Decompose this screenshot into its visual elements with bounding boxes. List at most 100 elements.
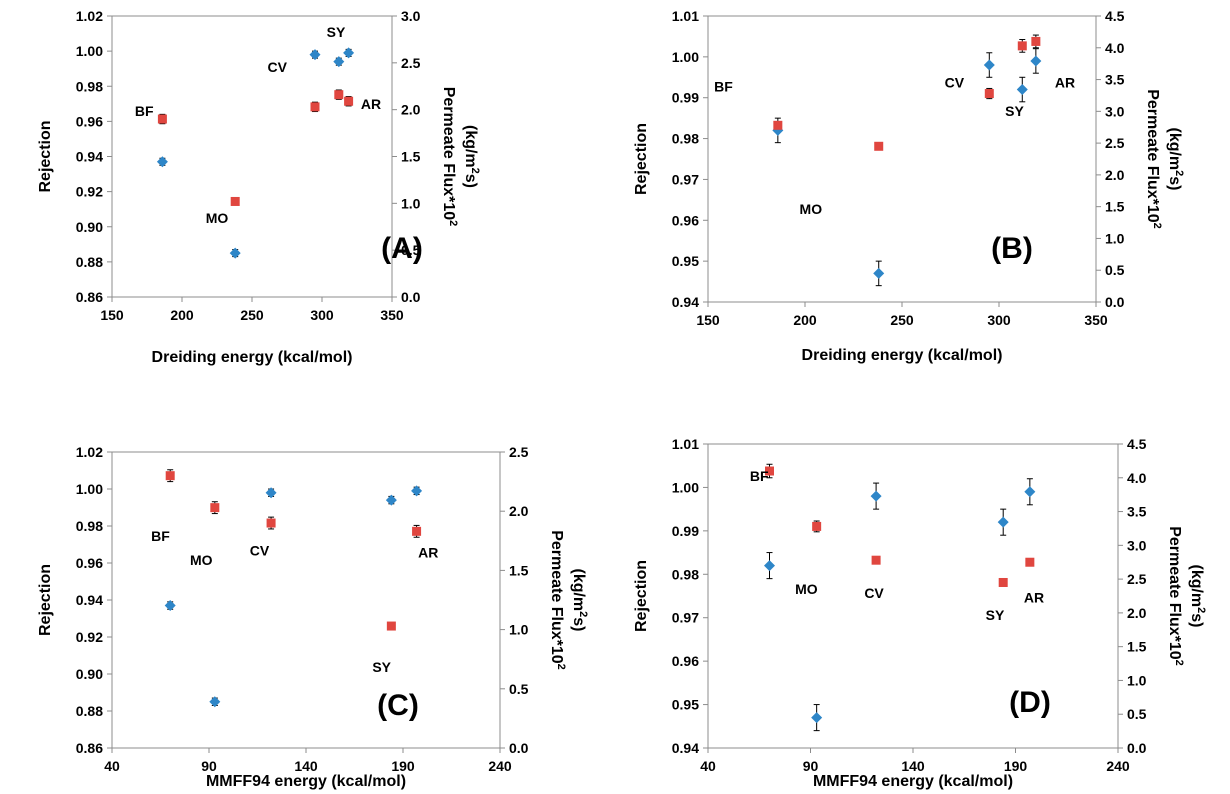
x-tick-label: 90	[803, 758, 819, 774]
y2-tick-label: 1.5	[401, 149, 421, 165]
flux-point	[412, 526, 422, 536]
x-axis-title: MMFF94 energy (kcal/mol)	[206, 773, 406, 790]
rejection-point	[265, 487, 277, 499]
flux-point	[1017, 41, 1027, 51]
y2-tick-label: 2.5	[509, 444, 529, 460]
rejection-point	[873, 267, 885, 279]
x-tick-label: 140	[294, 758, 318, 774]
flux-point	[230, 196, 240, 206]
flux-point	[266, 518, 276, 528]
y2-tick-label: 3.0	[1127, 537, 1147, 553]
point-annotation: CV	[250, 543, 270, 559]
y2-tick-label: 3.5	[1105, 72, 1125, 88]
y2-axis-title: Permeate Flux*102(kg/m2s)	[1144, 89, 1185, 229]
x-axis-title: Dreiding energy (kcal/mol)	[152, 349, 353, 366]
point-annotation: AR	[1024, 590, 1044, 606]
y-tick-label: 0.97	[672, 171, 699, 187]
point-annotation: AR	[1055, 75, 1075, 91]
rejection-point	[1024, 486, 1036, 498]
y-tick-label: 0.96	[76, 113, 103, 129]
y-tick-label: 1.01	[672, 436, 699, 452]
y-tick-label: 1.00	[672, 49, 699, 65]
y2-axis-title-line1: Permeate Flux*102	[1144, 89, 1163, 229]
y-tick-label: 0.92	[76, 184, 103, 200]
y2-tick-label: 1.5	[509, 562, 529, 578]
rejection-point	[209, 696, 221, 708]
y-tick-label: 0.99	[672, 90, 699, 106]
y-tick-label: 0.98	[76, 78, 103, 94]
rejection-point	[1030, 55, 1042, 67]
flux-point	[344, 96, 354, 106]
y2-axis-title-line2: (kg/m2s)	[1188, 564, 1207, 627]
y-tick-label: 0.96	[76, 555, 103, 571]
panel-label: (D)	[1009, 686, 1051, 719]
point-annotation: BF	[714, 79, 733, 95]
plot-frame	[111, 451, 501, 749]
y-tick-label: 0.90	[76, 219, 103, 235]
y-tick-label: 0.94	[76, 149, 103, 165]
y-tick-label: 1.00	[76, 481, 103, 497]
y2-tick-label: 4.0	[1127, 470, 1147, 486]
point-annotation: SY	[1005, 103, 1024, 119]
y2-axis-title-line1: Permeate Flux*102	[440, 87, 459, 227]
x-tick-label: 250	[240, 307, 264, 323]
point-annotation: MO	[206, 210, 229, 226]
flux-point	[310, 102, 320, 112]
flux-point	[1031, 36, 1041, 46]
y2-tick-label: 0.5	[509, 681, 529, 697]
y2-tick-label: 1.0	[509, 622, 529, 638]
y-axis-title: Rejection	[633, 560, 650, 632]
y-tick-label: 0.88	[76, 254, 103, 270]
rejection-point	[764, 560, 775, 572]
x-tick-label: 190	[391, 758, 415, 774]
x-tick-label: 150	[100, 307, 124, 323]
y-tick-label: 0.98	[672, 131, 699, 147]
flux-point	[765, 466, 774, 476]
flux-point	[984, 89, 994, 99]
flux-point	[874, 141, 884, 151]
panel-label: (C)	[377, 689, 419, 722]
y2-tick-label: 0.5	[1127, 706, 1147, 722]
y2-axis-title: Permeate Flux*102(kg/m2s)	[1166, 526, 1207, 666]
y2-tick-label: 2.0	[1105, 167, 1125, 183]
y-tick-label: 0.96	[672, 653, 699, 669]
x-axis-title: MMFF94 energy (kcal/mol)	[813, 773, 1013, 790]
y2-tick-label: 1.0	[1127, 672, 1147, 688]
x-axis-title: Dreiding energy (kcal/mol)	[802, 347, 1003, 364]
y2-tick-label: 0.0	[509, 740, 529, 756]
flux-point	[998, 577, 1008, 587]
plot-frame	[707, 443, 1119, 749]
x-tick-label: 350	[380, 307, 404, 323]
rejection-point	[983, 59, 995, 71]
point-annotation: BF	[151, 528, 170, 544]
y-tick-label: 1.00	[672, 479, 699, 495]
point-annotation: AR	[418, 544, 438, 560]
rejection-point	[229, 247, 241, 259]
point-annotation: MO	[190, 552, 213, 568]
x-tick-label: 150	[696, 312, 720, 328]
flux-point	[812, 521, 822, 531]
point-annotation: MO	[800, 201, 823, 217]
y-tick-label: 0.97	[672, 610, 699, 626]
rejection-point	[385, 494, 397, 506]
x-tick-label: 200	[170, 307, 194, 323]
panel-c: 40 90 140 190 240 0.86 0.88 0.90 0.92 0.94 0.96 0.9…	[37, 444, 589, 790]
y-tick-label: 0.94	[672, 294, 699, 310]
rejection-point	[333, 56, 345, 68]
plot-frame	[111, 15, 393, 298]
y2-tick-label: 0.0	[1127, 740, 1147, 756]
y2-tick-label: 0.0	[401, 289, 421, 305]
rejection-point	[870, 490, 882, 502]
y-axis-title: Rejection	[37, 120, 54, 192]
flux-point	[157, 114, 167, 124]
x-tick-label: 40	[700, 758, 716, 774]
point-annotation: CV	[864, 585, 884, 601]
y2-tick-label: 2.5	[1105, 135, 1125, 151]
y2-axis-title-line2: (kg/m2s)	[1166, 127, 1185, 190]
x-tick-label: 240	[488, 758, 512, 774]
rejection-point	[156, 156, 168, 168]
x-tick-label: 200	[793, 312, 817, 328]
y2-tick-label: 4.5	[1127, 436, 1147, 452]
y-tick-label: 0.88	[76, 703, 103, 719]
